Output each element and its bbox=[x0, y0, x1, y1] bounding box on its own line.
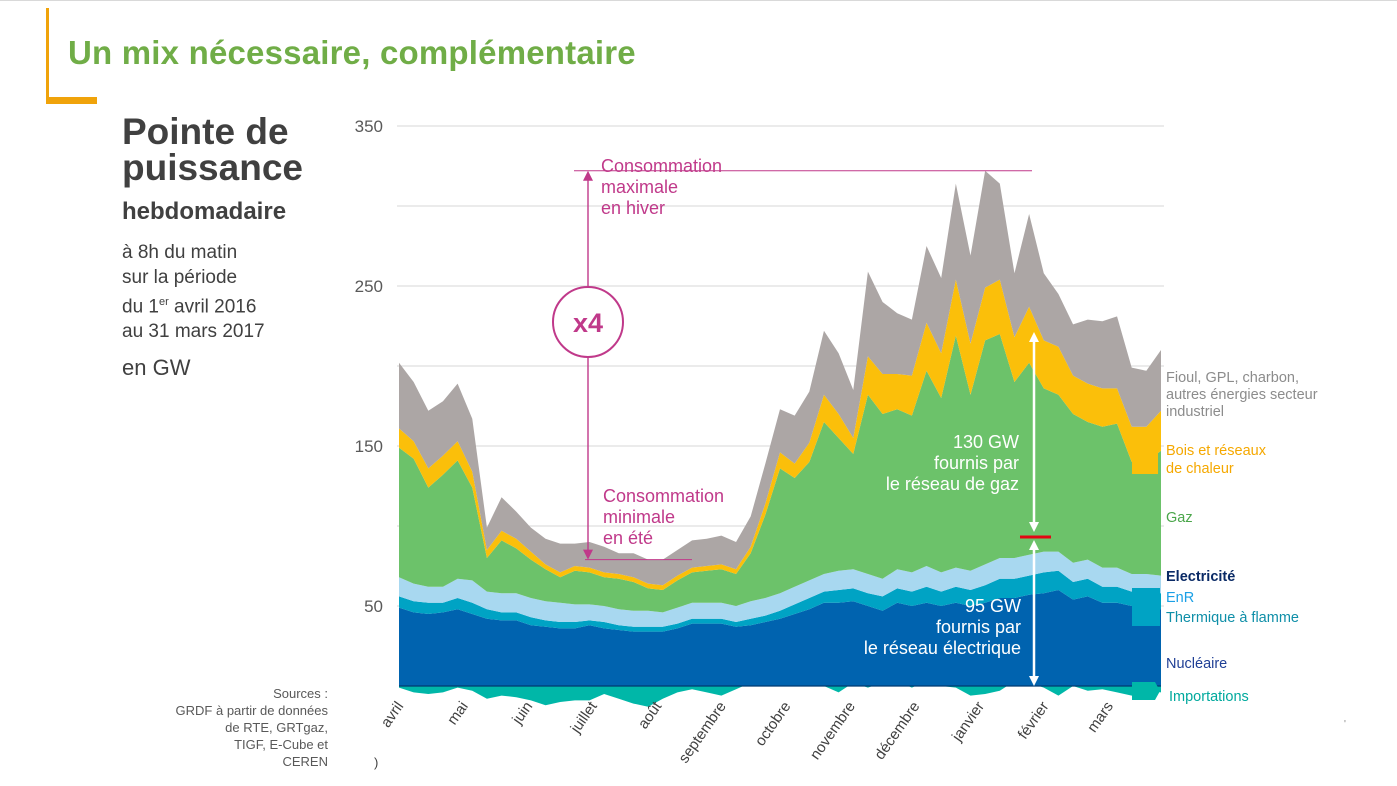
subtitle-line-3-post: avril 2016 bbox=[168, 296, 257, 318]
legend-fioul: autres énergies secteur bbox=[1166, 387, 1318, 403]
month-label: février bbox=[1015, 699, 1053, 743]
chart-subtitle: à 8h du matin sur la période du 1er avri… bbox=[122, 240, 265, 344]
chart-unit: en GW bbox=[122, 355, 191, 380]
month-label: novembre bbox=[807, 699, 859, 763]
ratio-circle bbox=[552, 286, 624, 358]
sources-line-2: GRDF à partir de données bbox=[175, 703, 328, 718]
legend-importations-swatch bbox=[1132, 682, 1160, 700]
max-consumption-label: maximale bbox=[601, 177, 678, 197]
y-tick-label: 150 bbox=[355, 437, 383, 456]
area-series-5 bbox=[399, 279, 1161, 590]
min-consumption-label: minimale bbox=[603, 507, 675, 527]
elec-arrowhead-up bbox=[1029, 540, 1039, 550]
gas-network-label: 130 GW bbox=[953, 432, 1019, 452]
legend-bois-swatch bbox=[1132, 436, 1158, 474]
legend-bois: Bois et réseaux bbox=[1166, 443, 1267, 459]
max-consumption-label: en hiver bbox=[601, 198, 665, 218]
ratio-label: x4 bbox=[573, 308, 603, 338]
subtitle-line-3-pre: du 1 bbox=[122, 296, 159, 318]
legend-thermique-swatch bbox=[1132, 588, 1160, 626]
legend-layer: Fioul, GPL, charbon,autres énergies sect… bbox=[1132, 370, 1318, 705]
month-label: septembre bbox=[675, 699, 730, 767]
month-label: janvier bbox=[948, 699, 988, 746]
electric-network-label: le réseau électrique bbox=[864, 638, 1021, 658]
title-accent-vertical bbox=[46, 8, 49, 97]
legend-bois: de chaleur bbox=[1166, 461, 1234, 477]
max-consumption-label: Consommation bbox=[601, 156, 722, 176]
chart-title-secondary: hebdomadaire bbox=[122, 198, 287, 225]
elec-arrowhead-down bbox=[1029, 676, 1039, 686]
ratio-arrowhead-down bbox=[583, 549, 593, 560]
gas-network-label: le réseau de gaz bbox=[886, 474, 1019, 494]
gas-arrowhead-up bbox=[1029, 332, 1039, 342]
subtitle-line-4: au 31 mars 2017 bbox=[122, 321, 265, 343]
sources-line-3: de RTE, GRTgaz, bbox=[225, 720, 328, 735]
sources-line-4: TIGF, E-Cube et bbox=[234, 737, 328, 752]
sources-line-1: Sources : bbox=[273, 686, 328, 701]
gas-network-label: fournis par bbox=[934, 453, 1019, 473]
subtitle-line-2: sur la période bbox=[122, 267, 238, 288]
area-series-3 bbox=[399, 551, 1161, 627]
subtitle-line-1: à 8h du matin bbox=[122, 242, 238, 263]
electric-network-label: fournis par bbox=[936, 617, 1021, 637]
legend-thermique: Thermique à flamme bbox=[1166, 610, 1299, 626]
stray-parenthesis: ) bbox=[374, 755, 379, 770]
month-label: décembre bbox=[871, 699, 923, 763]
month-label: mai bbox=[444, 699, 472, 729]
gas-arrowhead-down bbox=[1029, 522, 1039, 532]
legend-fioul: industriel bbox=[1166, 404, 1224, 420]
month-label: juillet bbox=[567, 698, 602, 737]
y-tick-label: 50 bbox=[364, 597, 383, 616]
legend-enr: EnR bbox=[1166, 590, 1194, 606]
legend-nucleaire: Nucléaire bbox=[1166, 656, 1227, 672]
y-tick-label: 350 bbox=[355, 117, 383, 136]
chart-title-main: Pointe de puissance bbox=[122, 111, 303, 188]
subtitle-line-3: du 1er avril 2016 bbox=[122, 290, 265, 319]
area-series-4 bbox=[399, 334, 1161, 613]
area-layer bbox=[399, 170, 1161, 707]
area-series-1 bbox=[399, 590, 1161, 686]
month-label: octobre bbox=[752, 699, 795, 750]
stray-mark: ' bbox=[1344, 719, 1346, 730]
sources-note: Sources : GRDF à partir de données de RT… bbox=[120, 685, 328, 770]
electric-network-label: 95 GW bbox=[965, 596, 1021, 616]
ratio-arrowhead-up bbox=[583, 170, 593, 181]
min-consumption-label: en été bbox=[603, 528, 653, 548]
legend-importations: Importations bbox=[1169, 689, 1249, 705]
sources-line-5: CEREN bbox=[282, 754, 328, 769]
legend-gaz: Gaz bbox=[1166, 510, 1193, 526]
month-label: juin bbox=[508, 699, 536, 729]
title-accent-horizontal bbox=[46, 97, 97, 104]
slide-title: Un mix nécessaire, complémentaire bbox=[68, 34, 636, 71]
min-consumption-label: Consommation bbox=[603, 486, 724, 506]
month-label: mars bbox=[1084, 699, 1117, 736]
subtitle-line-3-sup: er bbox=[158, 296, 169, 308]
y-tick-label: 250 bbox=[355, 277, 383, 296]
top-border bbox=[0, 0, 1397, 1]
area-series-6 bbox=[399, 170, 1161, 586]
month-label: avril bbox=[378, 699, 408, 731]
legend-fioul: Fioul, GPL, charbon, bbox=[1166, 370, 1299, 386]
area-importations bbox=[399, 676, 1161, 707]
legend-electricite: Electricité bbox=[1166, 569, 1235, 585]
